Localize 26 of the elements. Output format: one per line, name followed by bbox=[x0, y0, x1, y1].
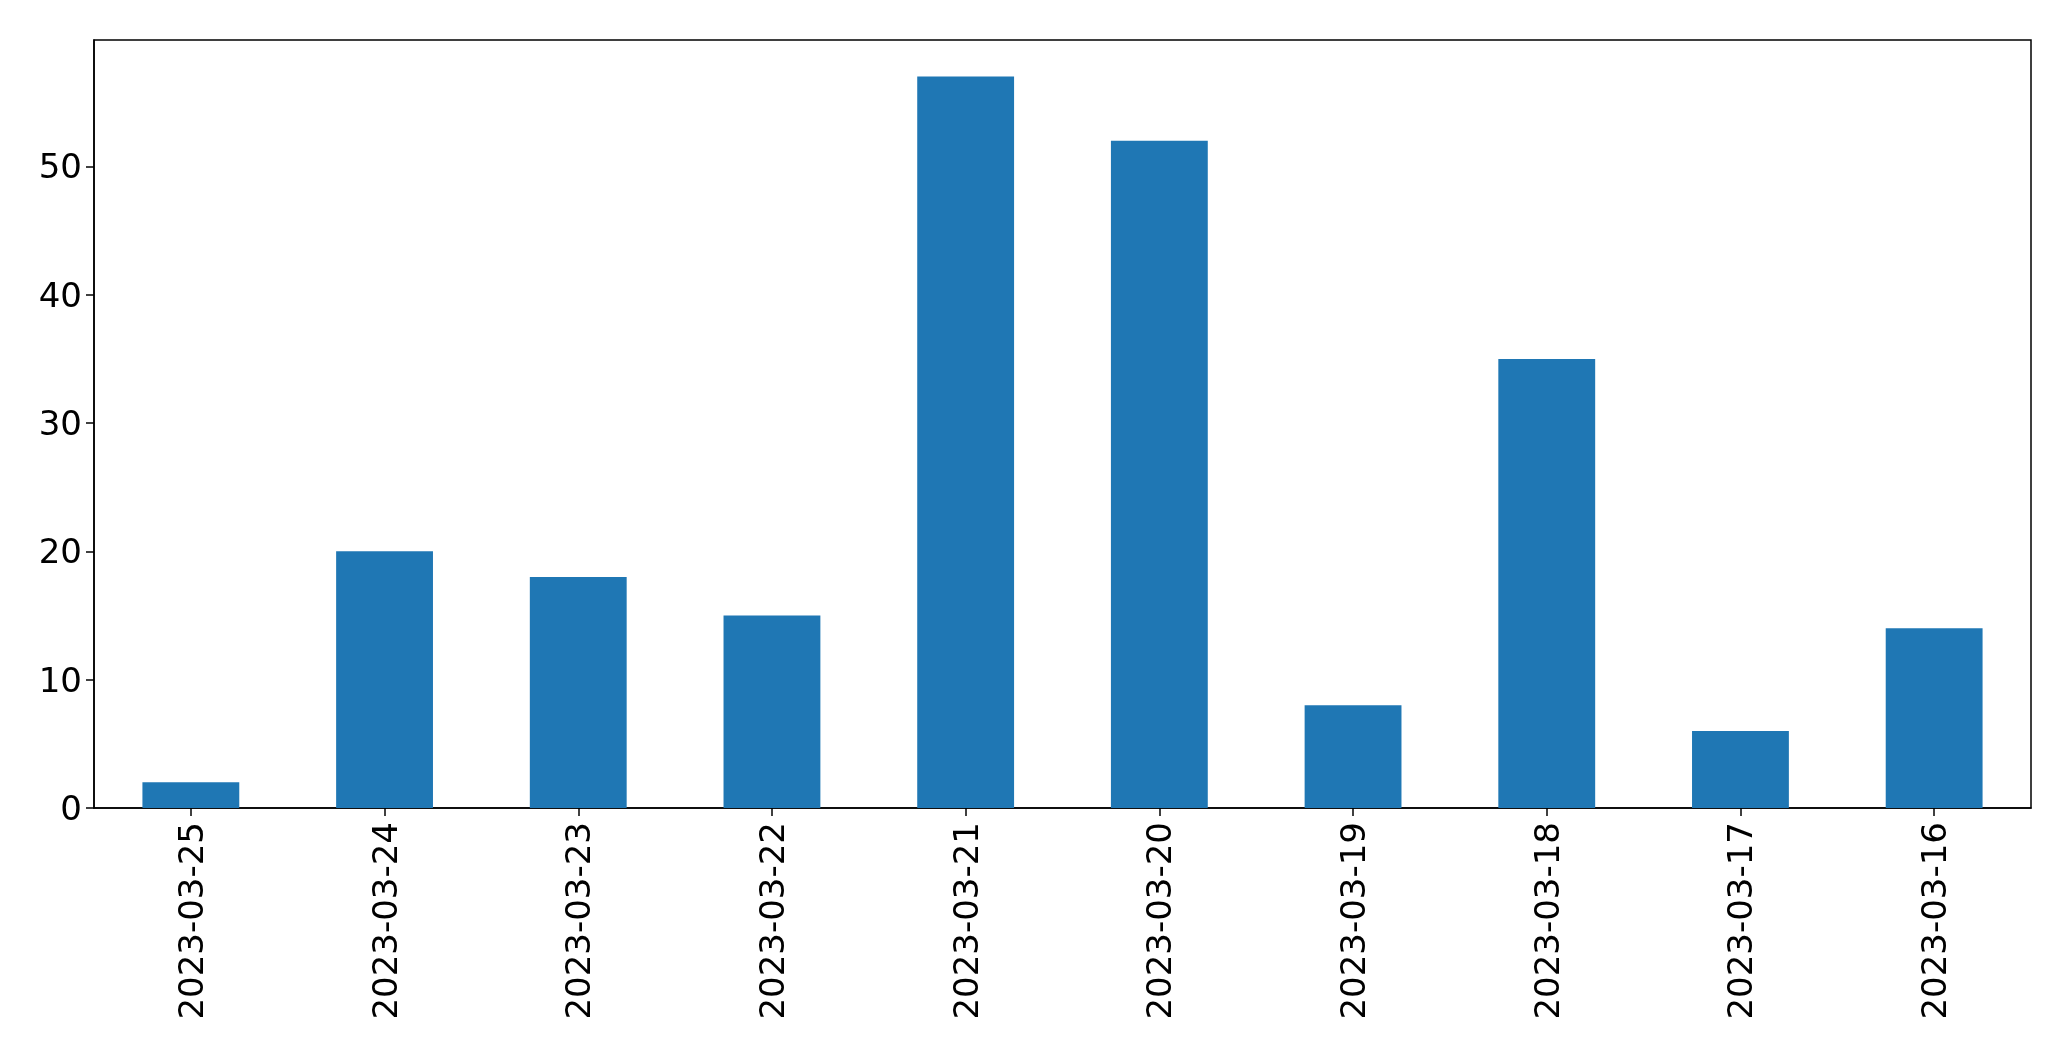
x-tick-label: 2023-03-22 bbox=[751, 822, 792, 1020]
bar bbox=[529, 577, 627, 808]
y-tick-label: 0 bbox=[60, 788, 82, 828]
y-tick-label: 20 bbox=[38, 531, 82, 572]
x-tick-label: 2023-03-21 bbox=[945, 822, 986, 1020]
bar bbox=[1110, 140, 1208, 808]
bar bbox=[723, 615, 821, 808]
y-tick-label: 50 bbox=[38, 146, 82, 187]
x-tick-label: 2023-03-16 bbox=[1914, 822, 1955, 1020]
x-tick-label: 2023-03-25 bbox=[170, 822, 211, 1020]
y-tick-label: 40 bbox=[38, 274, 82, 315]
x-tick-label: 2023-03-24 bbox=[364, 822, 405, 1020]
bar bbox=[336, 551, 433, 808]
bar bbox=[917, 76, 1015, 808]
y-tick-label: 30 bbox=[38, 403, 82, 444]
bar bbox=[142, 782, 240, 808]
y-tick-label: 10 bbox=[38, 659, 82, 700]
bar bbox=[1498, 358, 1596, 808]
bar bbox=[1692, 731, 1789, 808]
x-tick-label: 2023-03-19 bbox=[1333, 822, 1374, 1020]
x-tick-label: 2023-03-20 bbox=[1139, 822, 1180, 1020]
x-tick-label: 2023-03-18 bbox=[1526, 822, 1567, 1020]
bar bbox=[1885, 628, 1983, 808]
x-tick-label: 2023-03-17 bbox=[1720, 822, 1761, 1020]
x-tick-label: 2023-03-23 bbox=[558, 822, 599, 1020]
bar bbox=[1304, 705, 1402, 808]
